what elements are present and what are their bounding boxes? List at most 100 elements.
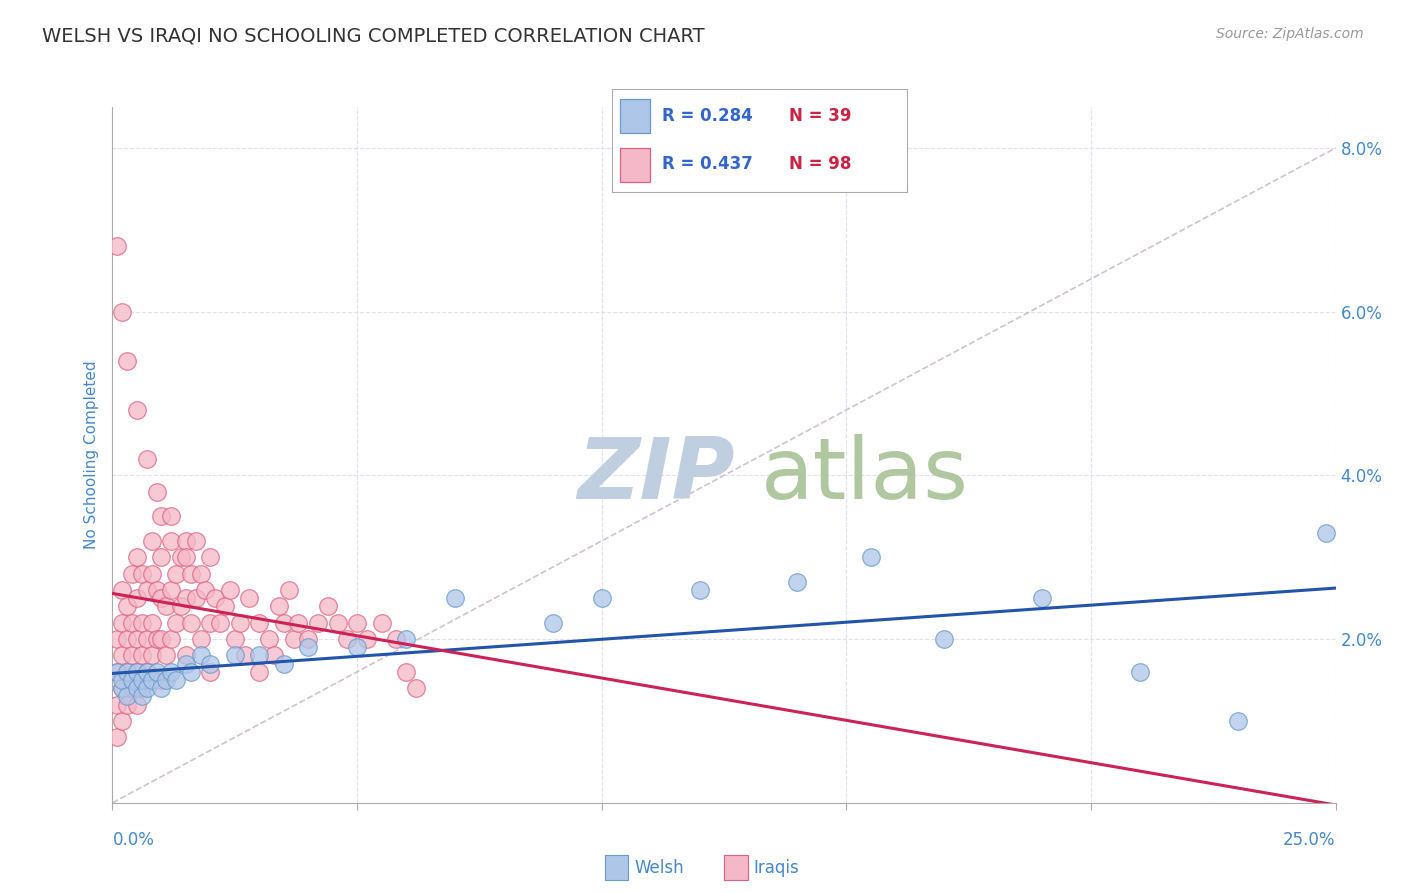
Point bbox=[155, 648, 177, 663]
Text: Source: ZipAtlas.com: Source: ZipAtlas.com bbox=[1216, 27, 1364, 41]
Point bbox=[184, 591, 207, 606]
Point bbox=[200, 615, 222, 630]
Point bbox=[105, 665, 128, 679]
Point bbox=[200, 665, 222, 679]
Point bbox=[277, 582, 299, 597]
Point bbox=[160, 509, 183, 524]
Point bbox=[934, 632, 956, 646]
Point bbox=[105, 698, 128, 712]
Point bbox=[209, 615, 232, 630]
Text: R = 0.437: R = 0.437 bbox=[662, 155, 752, 173]
Point bbox=[150, 681, 173, 696]
Point bbox=[174, 533, 197, 548]
Point bbox=[115, 665, 138, 679]
Point bbox=[111, 648, 134, 663]
Text: Iraqis: Iraqis bbox=[754, 859, 800, 877]
Point bbox=[247, 615, 270, 630]
Point bbox=[160, 533, 183, 548]
Text: 25.0%: 25.0% bbox=[1284, 830, 1336, 848]
Point bbox=[121, 673, 143, 687]
Point bbox=[111, 615, 134, 630]
Point bbox=[190, 648, 212, 663]
Point bbox=[125, 681, 148, 696]
Point bbox=[141, 533, 163, 548]
Point bbox=[190, 566, 212, 581]
Point bbox=[135, 665, 157, 679]
Point bbox=[135, 632, 157, 646]
Point bbox=[233, 648, 256, 663]
Point bbox=[111, 582, 134, 597]
Point bbox=[150, 673, 173, 687]
Point bbox=[444, 591, 467, 606]
Point bbox=[287, 615, 309, 630]
Point bbox=[1129, 665, 1152, 679]
Point bbox=[111, 681, 134, 696]
Point bbox=[125, 632, 148, 646]
Point bbox=[125, 698, 148, 712]
Point bbox=[859, 550, 882, 565]
Point bbox=[257, 632, 280, 646]
Text: R = 0.284: R = 0.284 bbox=[662, 107, 752, 125]
Point bbox=[115, 353, 138, 368]
Point bbox=[135, 582, 157, 597]
Point bbox=[105, 239, 128, 253]
Point bbox=[121, 648, 143, 663]
Point bbox=[267, 599, 290, 614]
Point bbox=[131, 673, 153, 687]
Point bbox=[395, 665, 418, 679]
Point bbox=[228, 615, 250, 630]
Point bbox=[105, 731, 128, 745]
Point bbox=[247, 648, 270, 663]
Point bbox=[180, 566, 202, 581]
Point bbox=[160, 632, 183, 646]
Point bbox=[165, 615, 187, 630]
Point bbox=[194, 582, 217, 597]
Point bbox=[141, 673, 163, 687]
Point bbox=[247, 665, 270, 679]
Text: N = 39: N = 39 bbox=[789, 107, 851, 125]
Point bbox=[219, 582, 242, 597]
Point bbox=[150, 591, 173, 606]
Point bbox=[135, 681, 157, 696]
Point bbox=[131, 566, 153, 581]
Point bbox=[174, 550, 197, 565]
Point bbox=[125, 550, 148, 565]
Point bbox=[316, 599, 339, 614]
Point bbox=[541, 615, 564, 630]
Point bbox=[405, 681, 427, 696]
Text: N = 98: N = 98 bbox=[789, 155, 851, 173]
Point bbox=[131, 615, 153, 630]
Point bbox=[180, 615, 202, 630]
Point bbox=[346, 640, 368, 655]
Text: 0.0%: 0.0% bbox=[112, 830, 155, 848]
Point bbox=[145, 665, 167, 679]
Point bbox=[1226, 714, 1249, 728]
Point bbox=[165, 566, 187, 581]
Point bbox=[141, 615, 163, 630]
Point bbox=[131, 681, 153, 696]
Point bbox=[115, 599, 138, 614]
Point bbox=[115, 632, 138, 646]
Point bbox=[135, 665, 157, 679]
Point bbox=[141, 566, 163, 581]
Point bbox=[263, 648, 285, 663]
Point bbox=[297, 640, 319, 655]
Point bbox=[150, 509, 173, 524]
Point bbox=[131, 648, 153, 663]
Point bbox=[170, 550, 193, 565]
Point bbox=[115, 698, 138, 712]
Point bbox=[155, 599, 177, 614]
FancyBboxPatch shape bbox=[620, 99, 650, 133]
Point bbox=[283, 632, 305, 646]
Point bbox=[145, 632, 167, 646]
Point bbox=[180, 665, 202, 679]
Point bbox=[125, 665, 148, 679]
Point bbox=[170, 599, 193, 614]
Point bbox=[273, 657, 295, 671]
Point bbox=[145, 484, 167, 499]
Point bbox=[356, 632, 378, 646]
Point bbox=[105, 632, 128, 646]
Point bbox=[326, 615, 349, 630]
Point bbox=[224, 632, 246, 646]
Point bbox=[135, 452, 157, 467]
